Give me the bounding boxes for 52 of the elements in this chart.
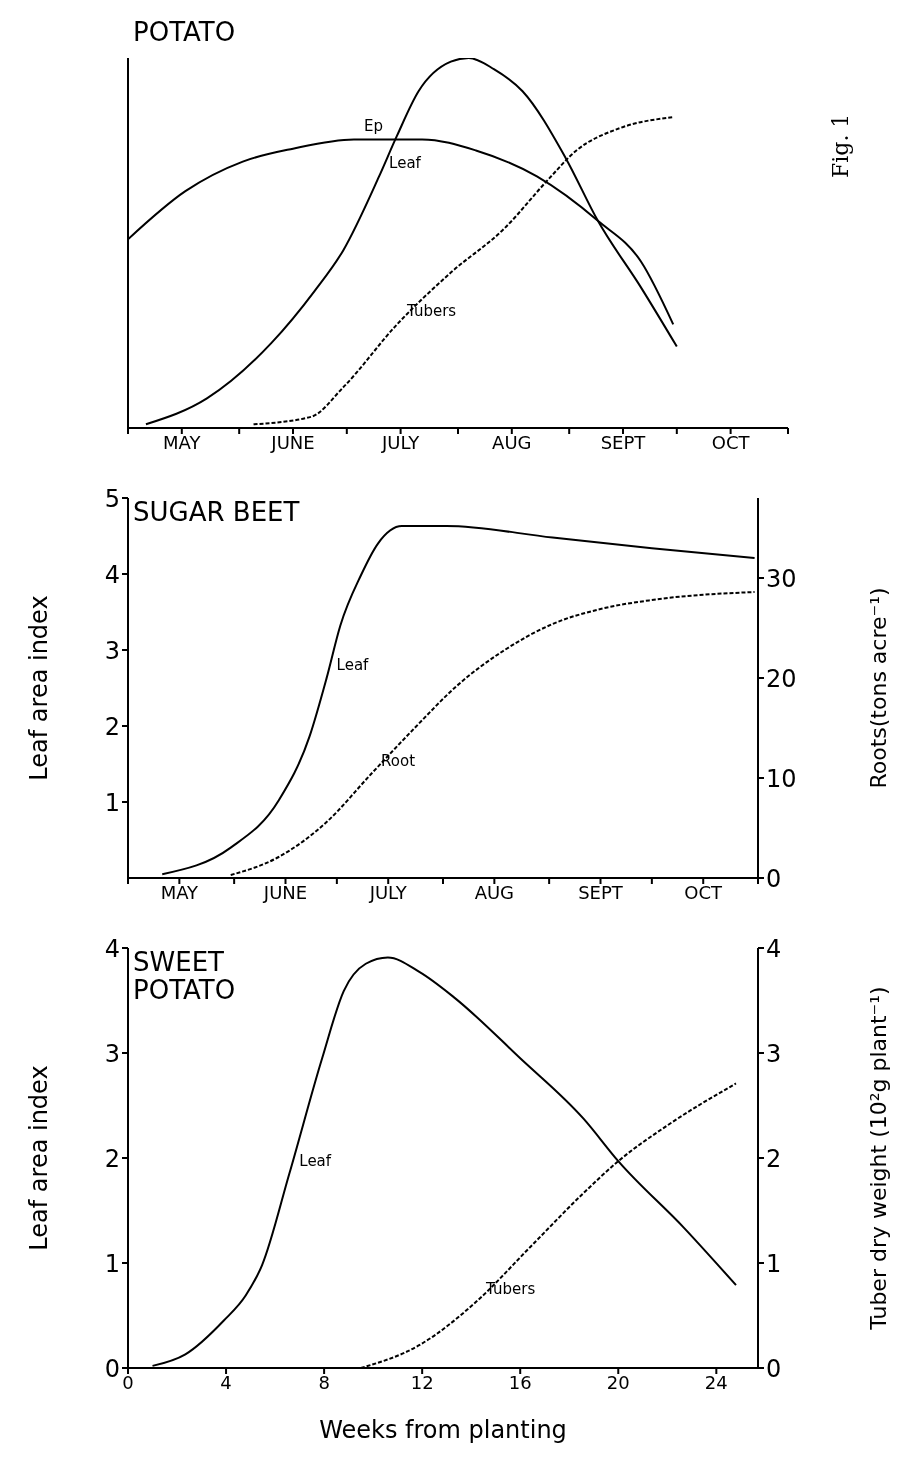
series-label: Leaf — [336, 656, 370, 675]
y-tick-label: 1 — [104, 788, 120, 817]
x-tick-label: OCT — [684, 881, 724, 903]
series-label: Tubers — [485, 1279, 536, 1298]
chart-title: SUGAR BEET — [133, 497, 301, 527]
y2-axis-title: Roots(tons acre⁻¹) — [865, 587, 891, 789]
y-tick-label: 2 — [104, 1144, 120, 1173]
y2-tick-label: 2 — [766, 1144, 782, 1173]
series-label: Tubers — [406, 302, 457, 321]
x-tick-label: SEPT — [600, 431, 647, 453]
x-tick-label: AUG — [474, 881, 515, 903]
y2-tick-label: 30 — [766, 564, 797, 593]
x-tick-label: JUNE — [270, 431, 315, 453]
y-tick-label: 3 — [104, 1039, 120, 1068]
x-tick-label: 16 — [508, 1371, 532, 1393]
y-tick-label: 4 — [104, 560, 120, 589]
y2-tick-label: 1 — [766, 1249, 782, 1278]
text: SWEET POTATO — [133, 947, 237, 1005]
series-label: Root — [381, 752, 416, 770]
y-tick-label: 4 — [104, 934, 120, 963]
y-axis-title: Leaf area index — [24, 595, 53, 781]
line-series — [161, 525, 756, 876]
series-label: Leaf — [299, 1151, 332, 1170]
x-tick-label: OCT — [711, 431, 751, 453]
x-axis-title: Weeks from planting — [319, 1416, 567, 1444]
series-label: Leaf — [389, 154, 422, 173]
x-tick-label: 0 — [122, 1371, 134, 1393]
x-tick-label: SEPT — [578, 881, 624, 903]
y-tick-label: 1 — [104, 1249, 120, 1278]
y2-tick-label: 20 — [766, 664, 797, 693]
y2-tick-label: 4 — [766, 934, 782, 963]
y-tick-label: 5 — [104, 484, 120, 513]
y2-axis-title: Tuber dry weight (10²g plant⁻¹) — [865, 986, 891, 1331]
x-tick-label: 12 — [410, 1371, 434, 1393]
chart-title: POTATO — [133, 17, 237, 47]
y-axis-title: Leaf area index — [24, 1065, 53, 1251]
x-tick-label: MAY — [163, 431, 202, 453]
x-tick-label: 20 — [606, 1371, 630, 1393]
y2-tick-label: 3 — [766, 1039, 782, 1068]
x-tick-label: 4 — [220, 1371, 232, 1393]
x-tick-label: AUG — [492, 431, 532, 453]
x-tick-label: JUNE — [262, 881, 308, 903]
x-tick-label: 24 — [704, 1371, 728, 1393]
x-tick-label: 8 — [318, 1371, 330, 1393]
x-tick-label: JULY — [381, 431, 421, 453]
caption: Fig. 1 — [828, 113, 853, 178]
y2-tick-label: 10 — [766, 764, 797, 793]
y-tick-label: 2 — [104, 712, 120, 741]
x-tick-label: MAY — [160, 881, 200, 903]
series-label: Ep — [363, 117, 383, 136]
y-tick-label: 3 — [104, 636, 120, 665]
x-tick-label: JULY — [368, 881, 408, 903]
